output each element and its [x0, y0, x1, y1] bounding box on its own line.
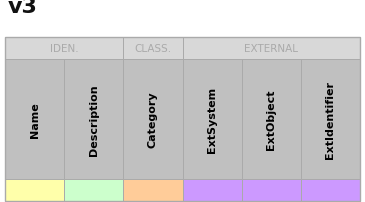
Text: EXTERNAL: EXTERNAL [244, 44, 298, 54]
Text: ExtIdentifier: ExtIdentifier [326, 81, 335, 158]
Bar [123, 38, 182, 60]
Bar [5, 60, 64, 179]
Text: Category: Category [148, 91, 158, 148]
Bar [301, 60, 360, 179]
Bar [182, 38, 360, 60]
Bar [5, 38, 360, 201]
Bar [123, 60, 182, 179]
Text: Description: Description [89, 84, 99, 155]
Bar [182, 60, 242, 179]
Text: Name: Name [30, 102, 39, 137]
Bar [182, 179, 242, 201]
Bar [64, 60, 123, 179]
Bar [5, 38, 123, 60]
Bar [242, 179, 301, 201]
Text: v3: v3 [8, 0, 38, 17]
Bar [64, 179, 123, 201]
Bar [123, 179, 182, 201]
Bar [5, 179, 64, 201]
Text: CLASS.: CLASS. [134, 44, 172, 54]
Bar [242, 60, 301, 179]
Text: IDEN.: IDEN. [50, 44, 78, 54]
Text: ExtObject: ExtObject [266, 89, 276, 149]
Text: ExtSystem: ExtSystem [207, 86, 217, 152]
Bar [301, 179, 360, 201]
